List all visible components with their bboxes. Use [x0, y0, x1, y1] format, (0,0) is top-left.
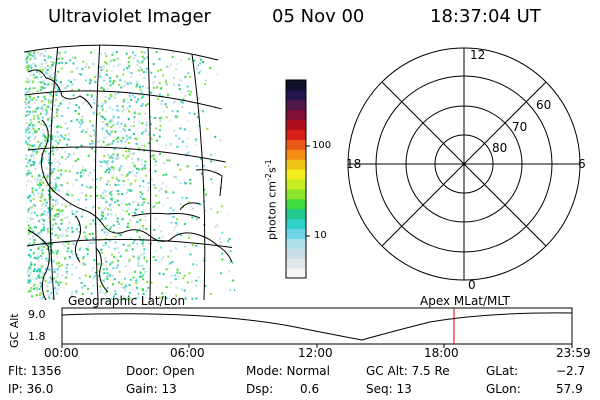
info-flight: Flt: 1356 [8, 364, 62, 378]
xtick-1200: 12:00 [298, 346, 333, 360]
mlt-label-12: 12 [470, 48, 486, 62]
info-gc-alt: GC Alt: 7.5 Re [366, 364, 450, 378]
coastlines [27, 69, 233, 300]
info-door: Door: Open [126, 364, 195, 378]
info-glon-value: 57.9 [556, 382, 583, 396]
colorbar-scale [286, 80, 306, 279]
polar-type-label: Apex MLat/MLT [420, 294, 510, 308]
altitude-tick-high: 9.0 [28, 308, 46, 321]
altitude-tick-low: 1.8 [28, 330, 46, 343]
altitude-curve [61, 312, 573, 341]
colorbar-tick-10: 10 [314, 230, 327, 241]
mlat-label-80: 80 [492, 141, 508, 155]
mlt-label-6: 6 [578, 157, 586, 171]
xtick-0600: 06:00 [170, 346, 205, 360]
info-mode: Mode: Normal [246, 364, 330, 378]
graticule [24, 45, 236, 300]
info-glon-label: GLon: [486, 382, 521, 396]
xtick-1800: 18:00 [424, 346, 459, 360]
mlt-label-18: 18 [346, 157, 362, 171]
map-type-label: Geographic Lat/Lon [68, 294, 186, 308]
time-label: 18:37:04 UT [430, 6, 541, 27]
mlat-label-70: 70 [512, 120, 528, 134]
colorbar [285, 79, 310, 279]
info-glat-value: −2.7 [556, 364, 586, 378]
info-dsp-label: Dsp: [246, 382, 274, 396]
instrument-title: Ultraviolet Imager [48, 6, 211, 27]
xtick-0000: 00:00 [44, 346, 79, 360]
info-ip: IP: 36.0 [8, 382, 54, 396]
info-seq: Seq: 13 [366, 382, 412, 396]
info-glat-label: GLat: [486, 364, 519, 378]
date-label: 05 Nov 00 [272, 6, 365, 27]
polar-diagonal-2 [381, 81, 547, 247]
colorbar-tick-100: 100 [312, 140, 332, 151]
mlat-label-60: 60 [536, 98, 552, 112]
mlt-label-0: 0 [468, 278, 476, 292]
xtick-2359: 23:59 [556, 346, 591, 360]
info-gain: Gain: 13 [126, 382, 177, 396]
colorbar-unit-label: photon cm-2s-1 [264, 159, 279, 240]
polar-mlat-mlt-plot [347, 47, 581, 281]
altitude-axis-label: GC Alt [8, 313, 21, 348]
altitude-plot [61, 307, 573, 348]
info-dsp-value: 0.6 [300, 382, 320, 396]
